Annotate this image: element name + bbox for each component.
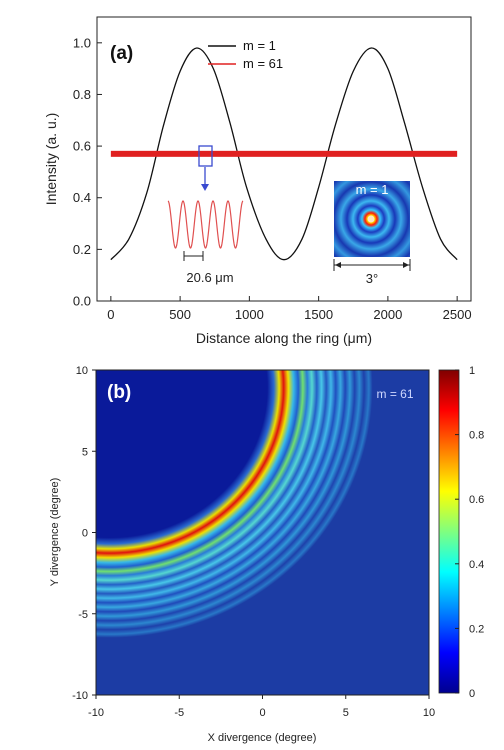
panel-a-x-ticks: 0 500 1000 1500 2000 2500 xyxy=(107,296,472,322)
panel-b-ylabel: Y divergence (degree) xyxy=(49,478,61,587)
zoom-oscillation xyxy=(167,200,244,249)
a-xtick-label-1: 500 xyxy=(169,307,191,322)
legend-m61-label: m = 61 xyxy=(243,56,283,71)
inset-scale-arrow-left xyxy=(335,262,341,268)
zoom-arrow-head xyxy=(201,184,209,191)
b-ytick-label-0: 10 xyxy=(76,365,88,377)
b-xtick-label-3: 5 xyxy=(343,707,349,719)
colorbar-tick-label-5: 0 xyxy=(469,688,475,700)
period-label: 20.6 μm xyxy=(186,270,233,285)
a-xtick-label-0: 0 xyxy=(107,307,114,322)
legend-m1-label: m = 1 xyxy=(243,38,276,53)
a-ytick-label-4: 0.8 xyxy=(73,87,91,102)
colorbar-tick-label-3: 0.4 xyxy=(469,559,484,571)
legend-a: m = 1 m = 61 xyxy=(208,38,283,71)
colorbar-tick-label-1: 0.8 xyxy=(469,430,484,442)
b-xtick-label-2: 0 xyxy=(259,707,265,719)
inset-image-m1: m = 1 xyxy=(334,181,410,257)
colorbar xyxy=(438,369,460,694)
panel-b-annotation: m = 61 xyxy=(376,387,413,401)
panel-a-y-ticks: 0.0 0.2 0.4 0.6 0.8 1.0 xyxy=(73,35,102,309)
inset-scale-label: 3° xyxy=(366,271,378,286)
panel-a: 0 500 1000 1500 2000 2500 0.00.20.40.60.81.0 … xyxy=(43,16,472,346)
a-ytick-label-1: 0.2 xyxy=(73,242,91,257)
b-xtick-label-4: 10 xyxy=(423,707,435,719)
a-ytick-label-2: 0.4 xyxy=(73,190,91,205)
colorbar-ticks: 1 0.8 0.6 0.4 0.2 0 xyxy=(455,365,484,700)
panel-a-xlabel: Distance along the ring (μm) xyxy=(196,330,372,346)
a-ytick-label-0: 0.0 xyxy=(73,294,91,309)
series-m61-band xyxy=(110,150,458,157)
heatmap xyxy=(96,370,429,695)
a-ytick-label-5: 1.0 xyxy=(73,35,91,50)
panel-a-ylabel: Intensity (a. u.) xyxy=(43,113,59,206)
b-ytick-label-1: 5 xyxy=(82,446,88,458)
b-xtick-label-1: -5 xyxy=(174,707,184,719)
panel-b-y-ticks: 10 5 0 -5 -10 xyxy=(72,365,96,702)
a-xtick-label-4: 2000 xyxy=(373,307,402,322)
plot-a-frame xyxy=(96,16,472,302)
b-ytick-label-2: 0 xyxy=(82,528,88,540)
a-ytick-label-3: 0.6 xyxy=(73,139,91,154)
b-ytick-label-3: -5 xyxy=(78,609,88,621)
series-m1-line xyxy=(110,47,458,261)
panel-b-x-ticks: -10 -5 0 5 10 xyxy=(88,695,435,719)
b-xtick-label-0: -10 xyxy=(88,707,104,719)
a-xtick-label-5: 2500 xyxy=(443,307,472,322)
b-ytick-label-4: -10 xyxy=(72,690,88,702)
zoom-box xyxy=(198,145,213,167)
inset-scale-arrow-right xyxy=(403,262,409,268)
panel-b-tag: (b) xyxy=(107,382,131,403)
colorbar-tick-label-0: 1 xyxy=(469,365,475,377)
panel-a-tag: (a) xyxy=(110,43,133,64)
inset-label: m = 1 xyxy=(356,182,389,197)
colorbar-tick-label-2: 0.6 xyxy=(469,494,484,506)
panel-b-xlabel: X divergence (degree) xyxy=(208,732,317,744)
a-xtick-label-3: 1500 xyxy=(304,307,333,322)
colorbar-tick-label-4: 0.2 xyxy=(469,623,484,635)
a-xtick-label-2: 1000 xyxy=(235,307,264,322)
